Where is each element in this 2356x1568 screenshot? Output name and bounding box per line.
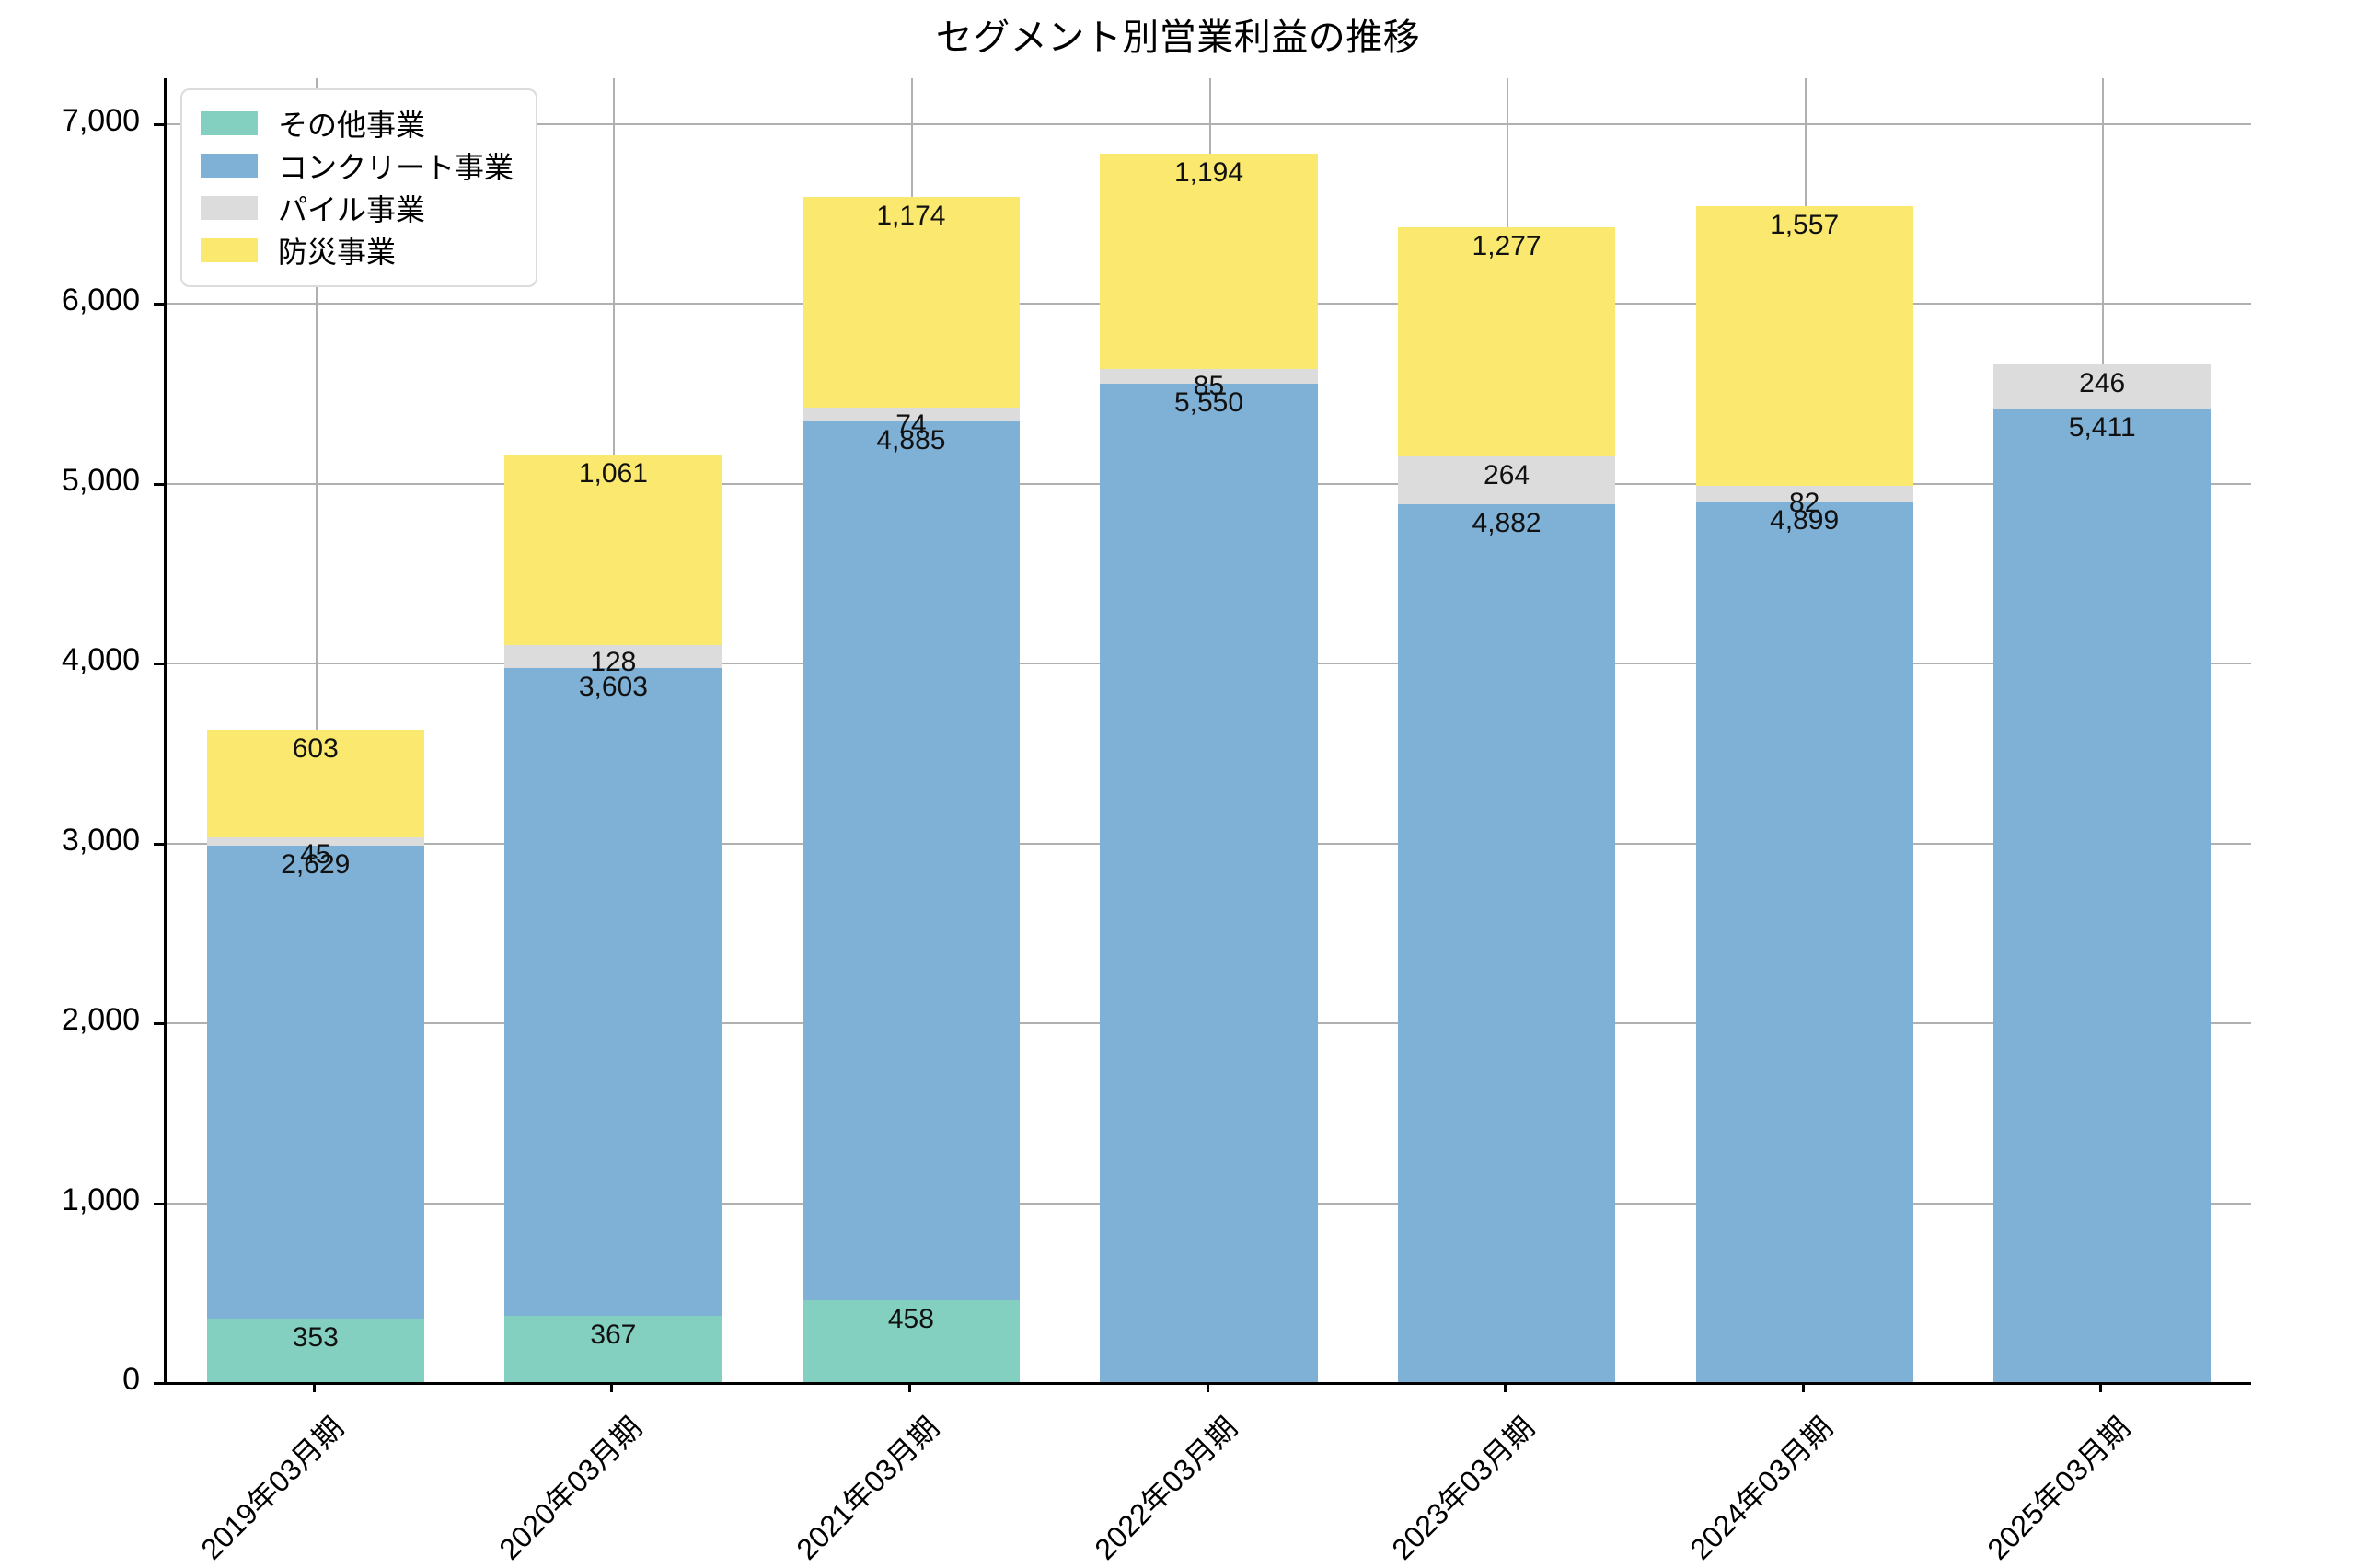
bar-segment[interactable] bbox=[802, 421, 1021, 1300]
chart-title: セグメント別営業利益の推移 bbox=[935, 17, 1421, 58]
legend-item[interactable]: パイル事業 bbox=[201, 187, 514, 229]
legend-item-label: 防災事業 bbox=[278, 236, 397, 269]
y-tick-label: 0 bbox=[122, 1362, 140, 1397]
x-tick-label: 2023年03月期 bbox=[1385, 1410, 1542, 1566]
bar-segment[interactable] bbox=[504, 668, 722, 1317]
bar-segment[interactable] bbox=[1100, 368, 1318, 385]
plot-area: 353 2,629 45 603 367 3,603 128 1,061 458 4,885 74 1… bbox=[164, 78, 2251, 1385]
bar-stack[interactable]: 5,411 246 bbox=[1993, 78, 2212, 1382]
legend-item-label: コンクリート事業 bbox=[278, 151, 514, 184]
chart-legend: その他事業コンクリート事業 パイル事業防災事業 bbox=[180, 88, 538, 287]
bar-segment[interactable] bbox=[1695, 486, 1913, 502]
x-tick-mark bbox=[610, 1382, 614, 1392]
y-tick-mark bbox=[154, 1022, 164, 1026]
bar-segment[interactable] bbox=[1100, 154, 1318, 369]
x-tick-label: 2021年03月期 bbox=[790, 1410, 946, 1566]
x-tick-label: 2025年03月期 bbox=[1981, 1410, 2137, 1566]
y-tick-label: 7,000 bbox=[61, 102, 140, 138]
bar-segment[interactable] bbox=[206, 729, 424, 838]
x-tick-mark bbox=[1801, 1382, 1805, 1392]
y-tick-label: 5,000 bbox=[61, 462, 140, 498]
legend-item[interactable]: コンクリート事業 bbox=[201, 144, 514, 187]
bar-segment[interactable] bbox=[206, 1319, 424, 1382]
bar-stack[interactable]: 367 3,603 128 1,061 bbox=[504, 78, 722, 1382]
legend-swatch-icon bbox=[201, 111, 258, 135]
y-tick-label: 3,000 bbox=[61, 822, 140, 858]
legend-item-label: パイル事業 bbox=[278, 193, 426, 226]
bar-segment[interactable] bbox=[802, 408, 1021, 421]
y-tick-mark bbox=[154, 482, 164, 486]
y-tick-label: 6,000 bbox=[61, 282, 140, 318]
x-tick-mark bbox=[2099, 1382, 2103, 1392]
x-tick-label: 2024年03月期 bbox=[1683, 1410, 1840, 1566]
y-tick-label: 1,000 bbox=[61, 1182, 140, 1217]
y-tick-mark bbox=[154, 1382, 164, 1385]
y-tick-mark bbox=[154, 1202, 164, 1205]
x-tick-mark bbox=[1206, 1382, 1209, 1392]
bar-segment[interactable] bbox=[504, 1316, 722, 1382]
bar-stack[interactable]: 458 4,885 74 1,174 bbox=[802, 78, 1021, 1382]
y-tick-label: 2,000 bbox=[61, 1002, 140, 1038]
bar-segment[interactable] bbox=[1397, 503, 1616, 1382]
x-tick-mark bbox=[907, 1382, 911, 1392]
y-tick-mark bbox=[154, 122, 164, 126]
bar-segment[interactable] bbox=[1993, 364, 2212, 409]
bar-segment[interactable] bbox=[206, 837, 424, 847]
bar-segment[interactable] bbox=[206, 846, 424, 1320]
bar-segment[interactable] bbox=[1695, 501, 1913, 1382]
bar-segment[interactable] bbox=[1397, 226, 1616, 457]
legend-item[interactable]: その他事業 bbox=[201, 102, 514, 144]
legend-item[interactable]: 防災事業 bbox=[201, 229, 514, 271]
x-tick-label: 2019年03月期 bbox=[194, 1410, 351, 1566]
y-tick-label: 4,000 bbox=[61, 642, 140, 678]
bar-segment[interactable] bbox=[504, 645, 722, 669]
legend-item-label: その他事業 bbox=[278, 109, 426, 142]
legend-swatch-icon bbox=[201, 196, 258, 220]
y-tick-mark bbox=[154, 303, 164, 306]
bar-segment[interactable] bbox=[1695, 206, 1913, 487]
bar-segment[interactable] bbox=[1993, 409, 2212, 1382]
x-tick-label: 2022年03月期 bbox=[1088, 1410, 1243, 1566]
y-tick-mark bbox=[154, 663, 164, 666]
bar-segment[interactable] bbox=[802, 1299, 1021, 1382]
bar-segment[interactable] bbox=[504, 454, 722, 646]
bar-stack[interactable]: 4,899 82 1,557 bbox=[1695, 78, 1913, 1382]
legend-swatch-icon bbox=[201, 154, 258, 178]
bar-segment[interactable] bbox=[802, 196, 1021, 409]
bar-stack[interactable]: 4,882 264 1,277 bbox=[1397, 78, 1616, 1382]
x-tick-mark bbox=[1504, 1382, 1507, 1392]
x-tick-mark bbox=[312, 1382, 316, 1392]
y-tick-mark bbox=[154, 842, 164, 846]
bar-stack[interactable]: 5,550 85 1,194 bbox=[1100, 78, 1318, 1382]
bar-segment[interactable] bbox=[1100, 384, 1318, 1382]
bar-segment[interactable] bbox=[1397, 456, 1616, 504]
legend-swatch-icon bbox=[201, 238, 258, 262]
x-tick-label: 2020年03月期 bbox=[491, 1410, 648, 1566]
